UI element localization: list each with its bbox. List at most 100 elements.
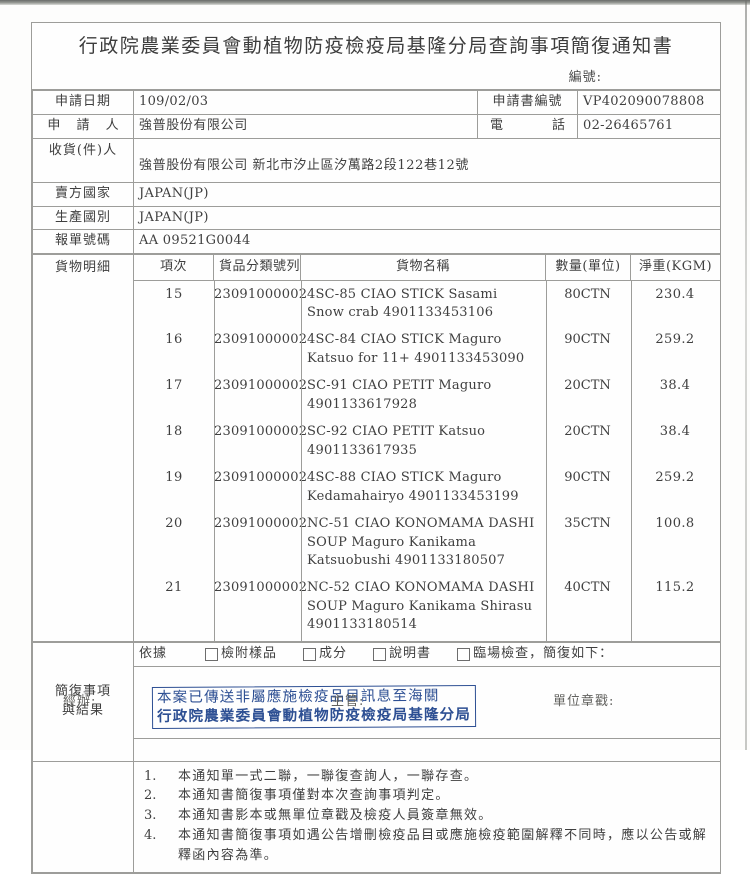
- note-text: 本通知單一式二聯，一聯復查詢人，一聯存查。: [178, 768, 479, 784]
- goods-name-line: 4SC-88 CIAO STICK Maguro: [307, 470, 502, 486]
- footer-supervisor: 主管:: [331, 694, 365, 709]
- goods-col-net-weight: 淨重(KGM): [630, 254, 721, 281]
- checkbox-sample-label: 檢附樣品: [221, 645, 278, 661]
- goods-label-spacer: [32, 280, 134, 642]
- result-label-line1: 簡復事項: [54, 684, 111, 700]
- goods-quantity: 80CTN: [564, 286, 611, 302]
- header-fields-table: 申請日期 109/02/03 申請書編號 VP402090078808 申 請 …: [32, 90, 721, 255]
- seller-country-label: 賣方國家: [32, 181, 134, 207]
- result-label-line2: 與結果: [61, 703, 104, 719]
- goods-name-line: Snow crab 4901133453106: [307, 305, 494, 321]
- phone-label: 電 話: [477, 113, 578, 139]
- consignee-value: 強普股份有限公司 新北市汐止區汐萬路2段122巷12號: [133, 137, 721, 183]
- goods-header-row: 貨物明細 項次 貨品分類號列 貨物名稱 數量(單位) 淨重(KGM): [32, 254, 721, 281]
- list-item: 2. 本通知書簡復事項僅對本次查詢事項判定。: [144, 786, 710, 806]
- consignee-label: 收貨(件)人: [32, 137, 134, 183]
- basis-cell: 依據 檢附樣品 成分 說明書: [133, 641, 721, 667]
- notes-row: 1. 本通知單一式二聯，一聯復查詢人，一聯存查。 2. 本通知書簡復事項僅對本次查詢事…: [32, 760, 721, 874]
- checkbox-sample-box[interactable]: [205, 647, 219, 661]
- title-zone: 行政院農業委員會動植物防疫檢疫局基隆分局查詢事項簡復通知書 編號:: [32, 23, 720, 90]
- goods-hs-code: 23091000002: [214, 424, 308, 440]
- goods-section-label: 貨物明細: [32, 254, 134, 281]
- applicant-row: 申 請 人 強普股份有限公司 電 話 02-26465761: [32, 113, 721, 139]
- goods-col-seq: 項次: [133, 254, 214, 281]
- table-row: 21 23091000002 NC-52 CIAO KONOMAMA DASHI SO…: [134, 579, 720, 634]
- table-row: 16 23091000002 4SC-84 CIAO STICK Maguro Kat…: [134, 331, 720, 368]
- list-item: 4. 本通知書簡復事項如遇公告增刪檢疫品目或應施檢疫範圍解釋不同時，應以公告或解釋…: [144, 826, 710, 866]
- goods-name-line: 4901133617928: [307, 396, 418, 412]
- list-item: 1. 本通知單一式二聯，一聯復查詢人，一聯存查。: [144, 767, 710, 787]
- note-number: 3.: [144, 808, 157, 824]
- goods-name-line: NC-51 CIAO KONOMAMA DASHI: [307, 516, 535, 532]
- goods-net-weight: 38.4: [659, 424, 691, 440]
- goods-name-line: Katsuo for 11+ 4901133453090: [307, 350, 525, 366]
- list-item: 3. 本通知書影本或無單位章戳及檢疫人員簽章無效。: [144, 806, 710, 826]
- checkbox-ingredient-label: 成分: [319, 645, 348, 661]
- goods-net-weight: 259.2: [655, 470, 695, 486]
- checkbox-manual-label: 說明書: [389, 645, 432, 661]
- goods-name-line: SOUP Maguro Kanikama Shirasu: [307, 598, 533, 614]
- checkbox-manual[interactable]: 說明書: [373, 645, 431, 664]
- goods-rows-container: 15 23091000002 4SC-85 CIAO STICK Sasami Sno…: [133, 279, 721, 642]
- goods-hs-code: 23091000002: [214, 286, 308, 302]
- goods-hs-code: 23091000002: [214, 516, 308, 532]
- goods-col-quantity: 數量(單位): [545, 254, 631, 281]
- basis-row: 依據 檢附樣品 成分 說明書: [32, 641, 721, 667]
- goods-name: SC-91 CIAO PETIT Maguro 4901133617928: [301, 377, 545, 414]
- goods-seq: 21: [165, 580, 183, 596]
- notes-left-empty-cell: [32, 760, 134, 874]
- goods-name-line: 4SC-85 CIAO STICK Sasami: [307, 286, 498, 302]
- checkbox-onsite-inspection-box[interactable]: [457, 647, 471, 661]
- origin-country-label: 生產國別: [32, 205, 134, 231]
- consignee-row: 收貨(件)人 強普股份有限公司 新北市汐止區汐萬路2段122巷12號: [32, 137, 721, 183]
- goods-name-line: Kedamahairyo 4901133453199: [307, 488, 519, 504]
- goods-body-row: 15 23091000002 4SC-85 CIAO STICK Sasami Sno…: [32, 279, 721, 642]
- checkbox-ingredient[interactable]: 成分: [303, 645, 347, 664]
- applicant-label: 申 請 人: [32, 113, 134, 139]
- goods-quantity: 35CTN: [564, 516, 611, 532]
- goods-name-line: Katsuobushi 4901133180507: [307, 553, 506, 568]
- note-text: 本通知書影本或無單位章戳及檢疫人員簽章無效。: [178, 808, 493, 824]
- scan-top-band: [0, 0, 750, 5]
- goods-hs-code: 23091000002: [214, 332, 308, 348]
- goods-seq: 15: [165, 286, 183, 302]
- note-text: 本通知書簡復事項僅對本次查詢事項判定。: [178, 788, 450, 804]
- declaration-no-value: AA 09521G0044: [133, 229, 721, 255]
- goods-seq: 20: [165, 516, 183, 532]
- checkbox-ingredient-box[interactable]: [303, 647, 317, 661]
- origin-country-row: 生產國別 JAPAN(JP): [32, 205, 721, 231]
- goods-vrule-3: [546, 280, 547, 641]
- apply-no-value: VP402090078808: [577, 90, 721, 115]
- goods-vrule-2: [301, 280, 302, 641]
- page-title: 行政院農業委員會動植物防疫檢疫局基隆分局查詢事項簡復通知書: [78, 35, 674, 57]
- note-text: 本通知書簡復事項如遇公告增刪檢疫品目或應施檢疫範圍解釋不同時，應以公告或解釋函內…: [178, 827, 708, 863]
- table-row: 18 23091000002 SC-92 CIAO PETIT Katsuo 4901…: [134, 423, 720, 460]
- footer-unit-seal: 單位章戳:: [553, 694, 615, 709]
- notification-document: 行政院農業委員會動植物防疫檢疫局基隆分局查詢事項簡復通知書 編號: 申請日期 1…: [31, 22, 721, 874]
- serial-number-label: 編號:: [568, 70, 602, 85]
- seller-country-value: JAPAN(JP): [133, 181, 721, 207]
- goods-name-line: 4901133180514: [307, 617, 418, 633]
- goods-seq: 16: [165, 332, 183, 348]
- goods-quantity: 40CTN: [564, 580, 611, 596]
- goods-hs-code: 23091000002: [214, 580, 308, 596]
- checkbox-onsite-inspection[interactable]: 臨場檢查: [457, 645, 529, 664]
- basis-label: 依據: [139, 645, 168, 661]
- checkbox-manual-box[interactable]: [373, 647, 387, 661]
- table-row: 17 23091000002 SC-91 CIAO PETIT Maguro 4901…: [134, 377, 720, 414]
- checkbox-sample[interactable]: 檢附樣品: [205, 645, 277, 664]
- table-row: 19 23091000002 4SC-88 CIAO STICK Maguro Ked…: [134, 469, 720, 506]
- goods-detail-table: 貨物明細 項次 貨品分類號列 貨物名稱 數量(單位) 淨重(KGM) 15 230…: [32, 254, 721, 642]
- declaration-no-row: 報單號碼 AA 09521G0044: [32, 229, 721, 255]
- note-number: 1.: [144, 768, 157, 784]
- table-row: 20 23091000002 NC-51 CIAO KONOMAMA DASHI SO…: [134, 515, 720, 570]
- result-label: 簡復事項 與結果: [32, 666, 134, 739]
- goods-name: 4SC-88 CIAO STICK Maguro Kedamahairyo 490…: [301, 469, 545, 506]
- goods-col-name: 貨物名稱: [300, 254, 546, 281]
- goods-name-line: 4SC-84 CIAO STICK Maguro: [307, 332, 502, 348]
- goods-quantity: 20CTN: [564, 424, 611, 440]
- seller-country-row: 賣方國家 JAPAN(JP): [32, 181, 721, 207]
- apply-no-label: 申請書編號: [477, 90, 578, 115]
- phone-label-right: 話: [551, 117, 565, 133]
- result-label-top-spacer: [32, 641, 134, 667]
